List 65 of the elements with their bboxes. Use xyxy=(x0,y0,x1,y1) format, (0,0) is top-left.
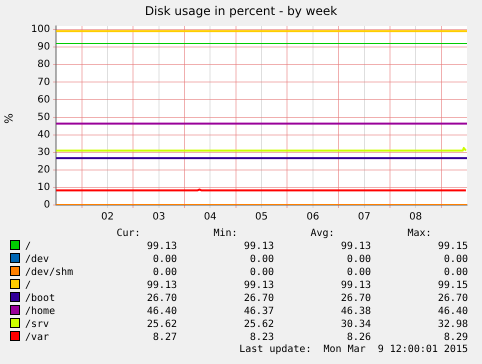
text: Max: xyxy=(406,228,433,240)
text: 8.26 xyxy=(346,331,371,344)
chart-title: Disk usage in percent - by week xyxy=(144,4,338,18)
text: 0.00 xyxy=(442,253,468,266)
text: 26.70 xyxy=(146,292,177,305)
y-tick-label: 100 xyxy=(30,24,50,36)
text: 46.40 xyxy=(436,305,468,318)
text: 32.98 xyxy=(436,318,468,331)
text: 26.70 xyxy=(242,292,274,305)
text: 30.34 xyxy=(340,318,371,331)
legend-label: /var xyxy=(24,331,50,344)
text: 46.40 xyxy=(146,305,177,318)
text: 0.00 xyxy=(346,266,371,279)
text: Cur: xyxy=(115,228,142,240)
text: 0.00 xyxy=(248,266,274,279)
text: 0.00 xyxy=(152,266,177,279)
x-tick-label: 07 xyxy=(358,212,371,223)
text: 99.13 xyxy=(242,279,274,292)
text: Avg: xyxy=(309,228,336,240)
text: 0.00 xyxy=(248,253,274,266)
y-tick-label: 0 xyxy=(44,200,50,211)
y-tick-label: 50 xyxy=(37,112,50,123)
y-tick-label: 20 xyxy=(37,164,50,176)
x-tick-label: 02 xyxy=(101,212,114,223)
x-tick-label: 03 xyxy=(152,212,166,223)
legend-label: / xyxy=(24,279,32,292)
text: 46.38 xyxy=(340,305,371,318)
text: 99.13 xyxy=(146,240,177,253)
y-tick-label: 30 xyxy=(37,146,50,158)
text: 99.13 xyxy=(340,240,371,253)
text: 8.29 xyxy=(442,331,468,344)
text: 0.00 xyxy=(346,253,371,266)
text: 26.70 xyxy=(340,292,371,305)
text: 0.00 xyxy=(152,253,177,266)
text: Min: xyxy=(212,228,239,240)
text: 46.37 xyxy=(242,305,274,318)
y-tick-label: 10 xyxy=(37,182,50,194)
legend-label: /dev/shm xyxy=(24,266,74,279)
text: Last update: Mon Mar 9 12:00:01 2015 xyxy=(238,344,468,356)
text: 0.00 xyxy=(442,266,468,279)
legend-label: / xyxy=(24,240,32,253)
y-tick-label: 40 xyxy=(37,129,50,140)
text: 8.27 xyxy=(152,331,177,344)
x-tick-label: 04 xyxy=(204,212,217,223)
text: 99.15 xyxy=(436,240,468,253)
text: 99.15 xyxy=(436,279,468,292)
text: 99.13 xyxy=(340,279,371,292)
text: 25.62 xyxy=(242,318,274,331)
x-tick-label: 06 xyxy=(306,212,320,223)
y-tick-label: 60 xyxy=(37,94,50,106)
text: 99.13 xyxy=(146,279,177,292)
y-tick-label: 90 xyxy=(37,42,50,53)
text: 26.70 xyxy=(436,292,468,305)
text: 25.62 xyxy=(146,318,177,331)
text: 99.13 xyxy=(242,240,274,253)
legend-label: /srv xyxy=(24,318,50,331)
legend-label: /home xyxy=(24,305,56,318)
y-tick-label: 80 xyxy=(37,59,50,70)
y-axis-title: % xyxy=(2,113,16,124)
text: 8.23 xyxy=(248,331,274,344)
legend-label: /boot xyxy=(24,292,56,305)
y-tick-label: 70 xyxy=(37,76,50,88)
x-tick-label: 05 xyxy=(255,212,268,223)
legend-label: /dev xyxy=(24,253,50,266)
x-tick-label: 08 xyxy=(409,212,422,223)
